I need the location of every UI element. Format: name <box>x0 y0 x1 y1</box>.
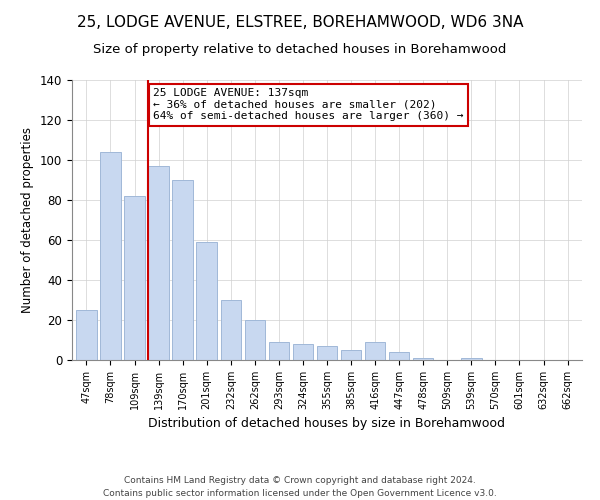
Bar <box>100 152 121 360</box>
Bar <box>293 344 313 360</box>
Bar <box>196 242 217 360</box>
Bar <box>341 350 361 360</box>
Bar <box>317 346 337 360</box>
Bar <box>76 310 97 360</box>
Y-axis label: Number of detached properties: Number of detached properties <box>22 127 34 313</box>
Text: 25, LODGE AVENUE, ELSTREE, BOREHAMWOOD, WD6 3NA: 25, LODGE AVENUE, ELSTREE, BOREHAMWOOD, … <box>77 15 523 30</box>
Text: 25 LODGE AVENUE: 137sqm
← 36% of detached houses are smaller (202)
64% of semi-d: 25 LODGE AVENUE: 137sqm ← 36% of detache… <box>153 88 464 121</box>
Text: Contains public sector information licensed under the Open Government Licence v3: Contains public sector information licen… <box>103 489 497 498</box>
X-axis label: Distribution of detached houses by size in Borehamwood: Distribution of detached houses by size … <box>149 418 505 430</box>
Text: Contains HM Land Registry data © Crown copyright and database right 2024.: Contains HM Land Registry data © Crown c… <box>124 476 476 485</box>
Bar <box>221 300 241 360</box>
Bar <box>413 358 433 360</box>
Bar <box>148 166 169 360</box>
Bar <box>269 342 289 360</box>
Bar <box>172 180 193 360</box>
Bar <box>124 196 145 360</box>
Bar <box>365 342 385 360</box>
Text: Size of property relative to detached houses in Borehamwood: Size of property relative to detached ho… <box>94 42 506 56</box>
Bar <box>245 320 265 360</box>
Bar <box>461 358 482 360</box>
Bar <box>389 352 409 360</box>
